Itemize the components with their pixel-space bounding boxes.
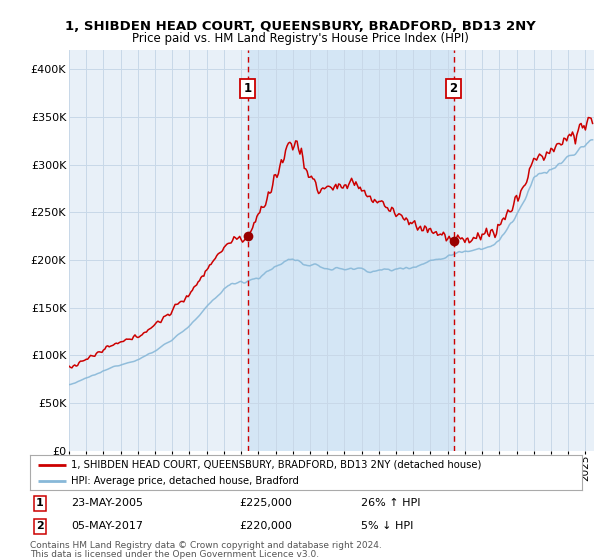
Text: Price paid vs. HM Land Registry's House Price Index (HPI): Price paid vs. HM Land Registry's House … bbox=[131, 32, 469, 45]
Text: 5% ↓ HPI: 5% ↓ HPI bbox=[361, 521, 413, 531]
Text: 2: 2 bbox=[36, 521, 44, 531]
Text: 1: 1 bbox=[244, 82, 252, 95]
Text: 05-MAY-2017: 05-MAY-2017 bbox=[71, 521, 143, 531]
Text: 1, SHIBDEN HEAD COURT, QUEENSBURY, BRADFORD, BD13 2NY: 1, SHIBDEN HEAD COURT, QUEENSBURY, BRADF… bbox=[65, 20, 535, 32]
Text: £220,000: £220,000 bbox=[240, 521, 293, 531]
Text: Contains HM Land Registry data © Crown copyright and database right 2024.: Contains HM Land Registry data © Crown c… bbox=[30, 541, 382, 550]
Text: £225,000: £225,000 bbox=[240, 498, 293, 508]
Bar bbox=[248, 50, 454, 451]
Text: 2: 2 bbox=[449, 82, 458, 95]
Text: This data is licensed under the Open Government Licence v3.0.: This data is licensed under the Open Gov… bbox=[30, 550, 319, 559]
Text: 1, SHIBDEN HEAD COURT, QUEENSBURY, BRADFORD, BD13 2NY (detached house): 1, SHIBDEN HEAD COURT, QUEENSBURY, BRADF… bbox=[71, 460, 482, 470]
Text: 1: 1 bbox=[36, 498, 44, 508]
Text: 23-MAY-2005: 23-MAY-2005 bbox=[71, 498, 143, 508]
Text: 26% ↑ HPI: 26% ↑ HPI bbox=[361, 498, 421, 508]
Text: HPI: Average price, detached house, Bradford: HPI: Average price, detached house, Brad… bbox=[71, 475, 299, 486]
